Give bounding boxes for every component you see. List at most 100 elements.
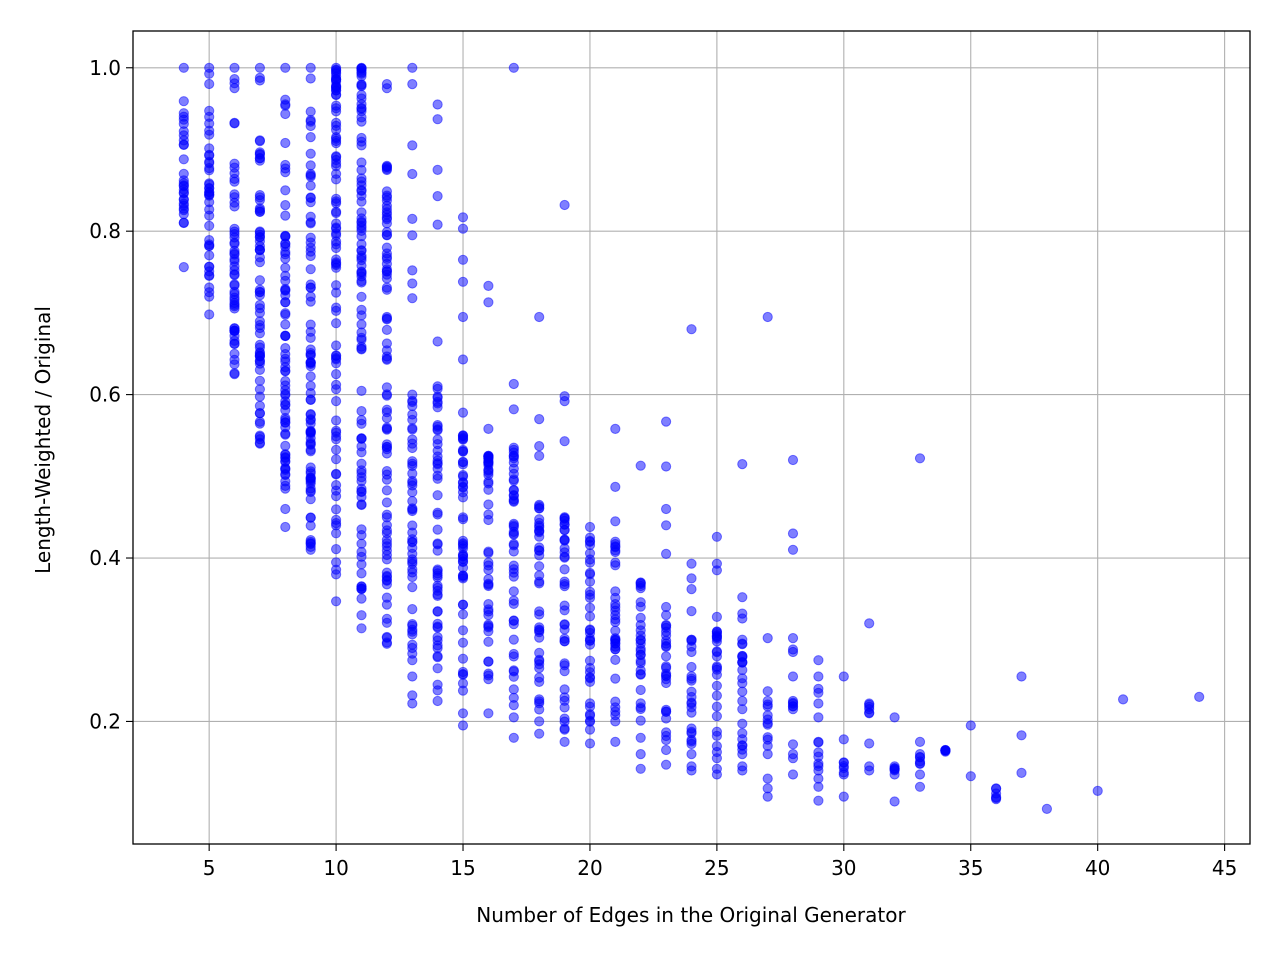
data-point [178,262,189,273]
data-point [204,235,215,246]
x-tick-label: 15 [450,856,475,880]
data-point [381,592,392,603]
data-point [305,250,316,262]
data-point [280,440,291,451]
data-point [178,96,189,107]
data-point [584,655,596,666]
data-point [559,684,570,695]
data-point [254,299,265,311]
data-point [280,262,291,273]
data-point [610,673,621,684]
data-point [432,458,443,469]
x-tick-label: 30 [831,856,856,880]
data-point [534,632,545,643]
data-point [280,159,291,171]
data-point [356,93,367,104]
data-point [508,378,519,390]
data-point [178,217,189,229]
data-point [508,684,519,695]
data-point [432,470,443,481]
data-point [559,600,570,611]
data-point [534,728,545,739]
data-point [889,712,900,723]
data-point [813,698,824,709]
data-point [254,206,265,217]
data-point [483,708,494,719]
data-point [381,567,392,578]
data-point [356,112,367,123]
data-point [305,357,316,368]
data-point [457,444,469,456]
data-point [584,532,596,543]
data-point [356,499,367,510]
data-point [356,524,367,535]
data-point [534,606,545,617]
data-point [838,671,849,682]
data-point [356,418,367,429]
data-point [356,610,367,621]
data-point [280,62,291,73]
data-point [635,625,646,636]
data-point [204,220,215,231]
data-point [762,791,773,802]
data-point [432,191,443,202]
data-point [407,571,418,583]
data-point [204,78,215,90]
data-point [229,354,240,365]
data-point [584,589,596,600]
data-point [483,423,494,434]
data-point [407,604,418,615]
data-point [305,472,316,484]
data-point [635,649,646,660]
data-point [407,230,418,241]
data-point [661,461,672,472]
data-point [280,319,291,330]
data-point [356,343,367,354]
data-point [737,686,748,697]
data-point [356,546,367,558]
data-point [610,592,621,604]
data-point [381,413,392,424]
data-point [432,652,443,663]
data-point [584,738,596,749]
data-point [432,336,443,347]
data-point [1016,767,1027,779]
data-point [686,573,697,584]
data-point [686,675,697,686]
x-tick-label: 5 [203,856,216,880]
data-point [635,684,646,696]
data-point [889,769,900,780]
data-point [178,62,189,73]
data-point [280,456,291,467]
data-point [787,671,799,682]
data-point [483,574,494,585]
data-point [229,62,240,73]
data-point [204,266,215,277]
data-point [407,278,418,289]
data-point [762,749,773,760]
data-point [407,424,418,435]
data-point [254,418,265,429]
data-point [686,661,697,673]
data-point [457,212,469,223]
data-point [737,634,748,645]
data-point [407,582,418,593]
data-point [356,458,367,469]
data-point [711,690,723,701]
data-point [254,438,265,449]
y-axis-ticks: 0.2 0.4 0.6 0.8 1.0 [89,56,133,733]
data-point [305,544,316,555]
data-point [711,531,723,542]
x-tick-label: 35 [958,856,983,880]
data-point [610,536,621,547]
data-point [204,105,215,117]
data-point [584,639,596,650]
y-tick-label: 1.0 [89,56,121,80]
data-point [686,728,697,739]
data-point [610,696,621,707]
data-point [635,715,646,726]
data-point [711,661,723,672]
data-point [686,324,697,335]
data-point [534,545,545,556]
